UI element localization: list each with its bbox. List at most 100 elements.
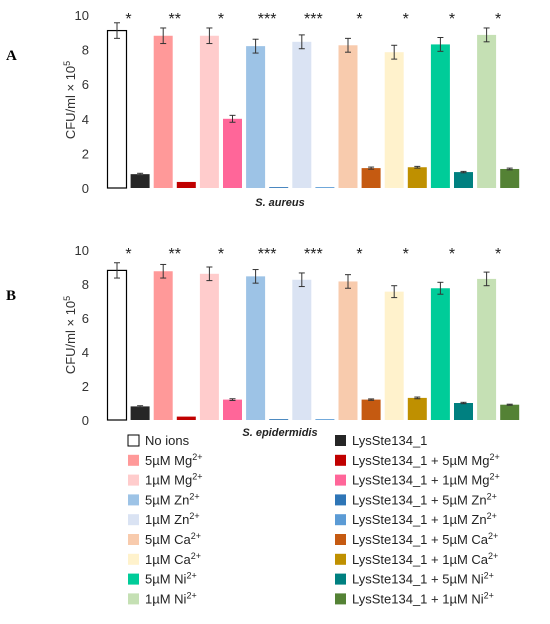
significance-label-a: * — [218, 11, 224, 28]
legend-label-text: LysSte134_1 + 1µM Zn — [352, 512, 487, 527]
legend-label: LysSte134_1 + 5µM Zn2+ — [352, 491, 497, 507]
legend-swatch — [335, 474, 346, 486]
legend-label: 1µM Ni2+ — [145, 590, 197, 606]
significance-label-b: * — [403, 246, 409, 263]
legend-swatch — [128, 593, 139, 605]
legend-label-text: LysSte134_1 + 5µM Zn — [352, 492, 487, 507]
x-axis-label-a: S. aureus — [255, 197, 305, 209]
bar-a — [106, 29, 128, 189]
y-tick-label-a: 2 — [82, 146, 89, 161]
legend-label-text: LysSte134_1 + 5µM Mg — [352, 453, 489, 468]
bar-a — [223, 118, 242, 188]
legend-label: LysSte134_1 + 1µM Ni2+ — [352, 590, 494, 606]
legend-label: No ions — [145, 433, 190, 448]
significance-label-a: *** — [258, 11, 277, 28]
legend-label-superscript: 2+ — [489, 452, 499, 462]
legend-label: 5µM Ni2+ — [145, 571, 197, 587]
legend-swatch — [335, 534, 346, 545]
legend-label-text: 1µM Ca — [145, 552, 192, 567]
bar-b — [500, 404, 520, 420]
legend-swatch — [335, 573, 346, 585]
bar-a — [269, 187, 289, 188]
significance-label-b: * — [495, 246, 501, 263]
y-tick-label-a: 0 — [82, 181, 89, 196]
bar-b — [292, 279, 312, 420]
legend-swatch — [128, 534, 139, 545]
legend-label-text: 5µM Ca — [145, 532, 192, 547]
legend-swatch — [128, 553, 139, 565]
significance-label-b: * — [356, 246, 362, 263]
legend-label-text: No ions — [145, 433, 190, 448]
legend-swatch — [128, 474, 139, 486]
legend-label-text: 5µM Mg — [145, 453, 192, 468]
legend-swatch — [335, 593, 346, 605]
bar-a — [384, 52, 404, 188]
legend-label-superscript: 2+ — [487, 511, 497, 521]
bar-b — [153, 271, 173, 420]
bar-a — [315, 187, 335, 188]
significance-label-a: * — [495, 11, 501, 28]
y-tick-label-b: 0 — [82, 413, 89, 428]
legend-label: 5µM Mg2+ — [145, 452, 203, 468]
significance-label-a: * — [125, 11, 131, 28]
bar-a — [361, 168, 381, 188]
legend-label-superscript: 2+ — [191, 531, 201, 541]
bar-b — [106, 269, 128, 421]
bar-b — [199, 273, 219, 420]
legend-label-text: 1µM Zn — [145, 512, 189, 527]
bar-b — [223, 399, 242, 420]
legend-label-text: 5µM Ni — [145, 572, 187, 587]
legend-label: LysSte134_1 + 1µM Ca2+ — [352, 551, 498, 567]
y-tick-label-a: 6 — [82, 77, 89, 92]
y-tick-label-a: 10 — [75, 8, 89, 23]
bar-a — [430, 44, 450, 188]
legend-label-superscript: 2+ — [488, 551, 498, 561]
legend-swatch — [128, 494, 139, 506]
bar-b — [338, 281, 358, 420]
legend-label-superscript: 2+ — [484, 571, 494, 581]
bar-a — [338, 45, 358, 189]
legend-label-text: 5µM Zn — [145, 492, 189, 507]
legend-label-text: 1µM Ni — [145, 591, 187, 606]
significance-label-b: * — [218, 246, 224, 263]
legend-label: LysSte134_1 + 5µM Mg2+ — [352, 452, 500, 468]
bar-a — [176, 181, 196, 188]
legend-swatch — [335, 553, 346, 565]
legend-swatch — [128, 573, 139, 585]
legend-label-superscript: 2+ — [189, 511, 199, 521]
legend-label: LysSte134_1 + 1µM Zn2+ — [352, 511, 497, 527]
legend-label-text: LysSte134_1 + 5µM Ca — [352, 532, 489, 547]
y-tick-label-b: 2 — [82, 379, 89, 394]
legend-label-superscript: 2+ — [488, 531, 498, 541]
legend-label-superscript: 2+ — [192, 472, 202, 482]
y-axis-label-b: CFU/ml × 105 — [62, 296, 78, 374]
legend-label: 1µM Zn2+ — [145, 511, 200, 527]
legend-label: 5µM Ca2+ — [145, 531, 201, 547]
bar-a — [199, 35, 219, 189]
bar-a — [500, 168, 520, 188]
bar-a — [477, 34, 497, 188]
significance-label-b: * — [125, 246, 131, 263]
bar-a — [407, 167, 427, 188]
legend-label: LysSte134_1 + 5µM Ni2+ — [352, 571, 494, 587]
significance-label-b: *** — [304, 246, 323, 263]
panel-letter-a: A — [6, 48, 17, 64]
bar-b — [176, 416, 196, 420]
legend-label-superscript: 2+ — [191, 551, 201, 561]
bar-b — [454, 403, 473, 420]
legend-label-text: LysSte134_1 + 1µM Mg — [352, 473, 489, 488]
legend-label-superscript: 2+ — [186, 571, 196, 581]
bar-b — [315, 419, 335, 420]
bar-b — [361, 399, 381, 420]
significance-label-a: ** — [169, 11, 181, 28]
y-tick-label-b: 10 — [75, 243, 89, 258]
legend-swatch — [128, 514, 139, 526]
legend-swatch — [335, 435, 346, 446]
legend-label: LysSte134_1 — [352, 433, 427, 448]
significance-label-b: *** — [258, 246, 277, 263]
legend-swatch — [335, 514, 346, 526]
significance-label-a: * — [449, 11, 455, 28]
legend-label-superscript: 2+ — [484, 590, 494, 600]
legend-label-superscript: 2+ — [189, 491, 199, 501]
